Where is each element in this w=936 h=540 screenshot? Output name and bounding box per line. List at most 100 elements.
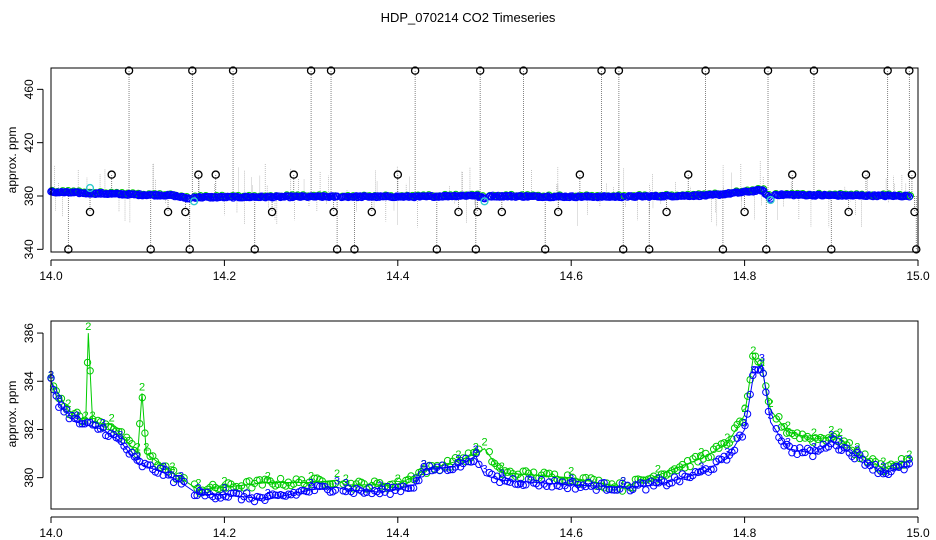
filtered-marker-glyph: 2 [334, 468, 340, 480]
filtered-x-tick-label: 15.0 [906, 526, 930, 540]
filtered-marker-glyph: 3 [421, 458, 427, 470]
raw-y-axis: 340 380 420 460 [22, 79, 44, 259]
filtered-y-tick-label: 386 [22, 323, 36, 343]
filtered-point [156, 464, 165, 472]
filtered-point [524, 469, 533, 477]
filtered-marker-glyph: 3 [742, 417, 748, 429]
raw-outlier-point [211, 170, 220, 179]
raw-outlier-point [454, 207, 463, 217]
filtered-point [472, 449, 480, 458]
raw-outlier-point [326, 66, 336, 75]
filtered-point [258, 494, 267, 502]
raw-outlier-point [475, 66, 485, 75]
filtered-point [879, 469, 887, 478]
raw-y-axis-label: approx. ppm [5, 127, 19, 194]
filtered-point [707, 453, 715, 461]
filtered-point [86, 367, 94, 375]
raw-outlier-point [905, 66, 914, 75]
filtered-marker-glyph: 2 [750, 345, 756, 357]
filtered-series-line [50, 333, 910, 491]
filtered-marker-glyph: 2 [473, 442, 479, 454]
raw-outlier-point [64, 245, 73, 254]
filtered-point [73, 408, 81, 417]
filtered-point [229, 483, 238, 491]
filtered-point [780, 422, 788, 431]
raw-y-tick-label: 460 [22, 79, 36, 99]
filtered-point [856, 454, 864, 463]
filtered-point [511, 480, 520, 488]
raw-plot-frame [50, 67, 919, 253]
raw-outlier-point [332, 245, 342, 254]
filtered-marker-glyph: 3 [724, 446, 730, 458]
filtered-point [141, 429, 149, 437]
filtered-point [214, 485, 222, 493]
filtered-point [415, 476, 423, 485]
filtered-marker-glyph: 2 [143, 442, 149, 454]
filtered-marker-glyph: 2 [308, 470, 314, 482]
filtered-marker-glyph: 2 [828, 425, 834, 437]
filtered-point [788, 449, 796, 457]
filtered-point [180, 477, 188, 486]
filtered-marker-glyph: 3 [811, 442, 817, 454]
filtered-point [548, 483, 556, 491]
filtered-marker-glyph: 3 [195, 483, 201, 495]
filtered-marker-glyph: 2 [135, 442, 141, 454]
raw-outlier-point [393, 170, 403, 179]
filtered-marker-glyph: 3 [880, 461, 886, 473]
filtered-point [83, 358, 92, 367]
raw-outlier-point [575, 170, 585, 179]
filtered-point [475, 460, 483, 469]
raw-outlier-point [844, 207, 853, 217]
raw-point-blue [904, 191, 912, 200]
filtered-point [542, 469, 551, 478]
raw-outlier-point [497, 207, 507, 217]
filtered-marker-glyph: 3 [178, 470, 184, 482]
filtered-marker-glyph: 3 [906, 454, 912, 466]
raw-outlier-point [788, 170, 797, 179]
filtered-point [905, 459, 914, 468]
raw-x-tick-label: 14.0 [39, 269, 63, 283]
raw-timeseries-panel: 14.0 14.2 14.4 14.6 14.8 15.0 340 380 420 460 ap… [5, 66, 930, 283]
filtered-marker-glyph: 3 [837, 434, 843, 446]
filtered-y-tick-label: 382 [22, 419, 36, 439]
filtered-marker-glyph: 2 [724, 432, 730, 444]
raw-x-tick-label: 14.2 [213, 269, 237, 283]
filtered-point [707, 465, 715, 474]
filtered-point [741, 421, 749, 430]
filtered-point [402, 484, 410, 492]
raw-point-blue [619, 192, 628, 201]
filtered-point [725, 439, 734, 447]
raw-outlier-point [124, 66, 134, 75]
filtered-point [117, 428, 126, 436]
filtered-point [897, 455, 906, 463]
raw-outlier-point [618, 245, 628, 254]
raw-outlier-point [432, 245, 442, 254]
filtered-point [91, 421, 100, 429]
filtered-marker-glyph: 3 [768, 410, 774, 422]
filtered-point [811, 446, 820, 455]
filtered-point [136, 419, 144, 428]
raw-outlier-point [883, 66, 892, 75]
filtered-point [545, 469, 554, 478]
filtered-point [704, 453, 713, 462]
filtered-marker-glyph: 2 [837, 427, 843, 439]
raw-outlier-point [683, 170, 693, 179]
filtered-marker-glyph: 2 [221, 475, 227, 487]
filtered-point [211, 494, 220, 503]
filtered-marker-glyph: 2 [811, 427, 817, 439]
raw-outlier-point [644, 245, 654, 254]
filtered-point [271, 491, 280, 499]
filtered-point [386, 490, 394, 498]
filtered-marker-glyph: 3 [117, 430, 123, 442]
filtered-point [467, 458, 475, 466]
filtered-marker-glyph: 3 [854, 444, 860, 456]
filtered-marker-glyph: 3 [221, 483, 227, 495]
filtered-point [49, 385, 58, 394]
filtered-point [772, 425, 780, 433]
filtered-point [579, 474, 587, 482]
filtered-marker-glyph: 2 [854, 442, 860, 454]
raw-outlier-point [85, 207, 95, 217]
filtered-point [219, 483, 227, 492]
filtered-point [858, 455, 867, 463]
